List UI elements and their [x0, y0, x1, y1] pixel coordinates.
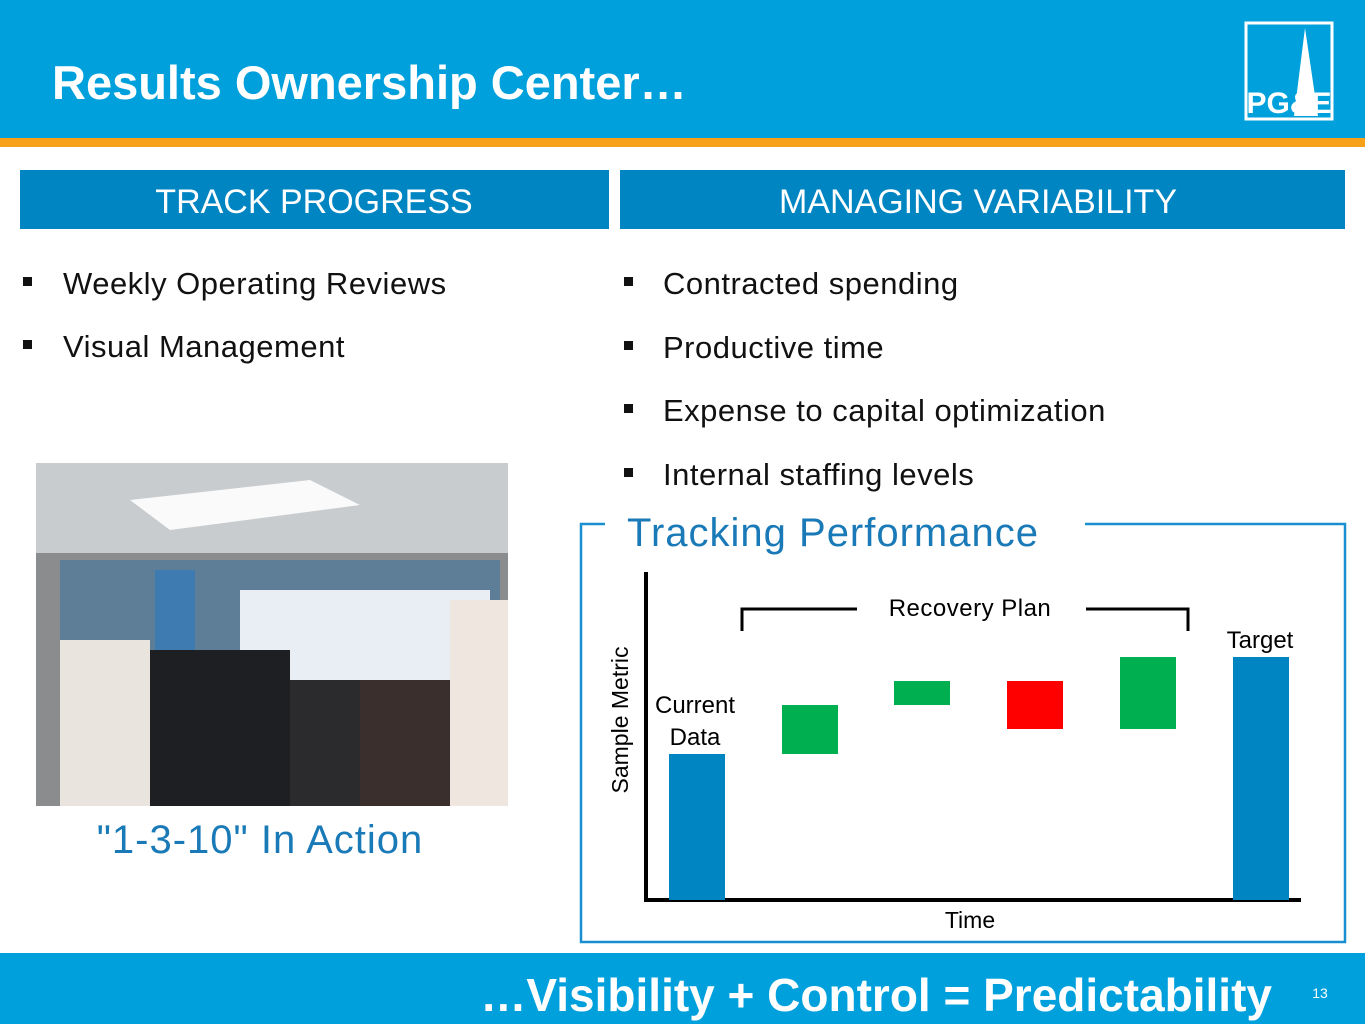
- photo: [36, 463, 508, 806]
- end-bar: [1233, 657, 1289, 900]
- start-bar: [669, 754, 725, 900]
- step-up: [894, 681, 950, 705]
- logo: PG&E: [1244, 21, 1334, 121]
- diagram-title: Tracking Performance: [627, 511, 1039, 555]
- bullet-marker: [624, 341, 633, 350]
- start-label: Current Data: [654, 692, 736, 751]
- section-heading: TRACK PROGRESS: [155, 183, 472, 221]
- photo-person: [360, 680, 460, 806]
- end-label: Target: [1227, 627, 1294, 654]
- x-axis-label: Time: [945, 907, 995, 933]
- footer-band: [0, 953, 1365, 1024]
- photo-light: [130, 480, 360, 530]
- section-header: [20, 170, 609, 229]
- bullet-text: Weekly Operating Reviews: [63, 266, 447, 301]
- logo-text: PG&E: [1246, 87, 1331, 120]
- bullet-text: Contracted spending: [663, 266, 959, 301]
- photo-person: [60, 640, 150, 806]
- section-header: [620, 170, 1345, 229]
- section-heading: MANAGING VARIABILITY: [779, 183, 1177, 221]
- y-axis-label: Sample Metric: [607, 647, 633, 794]
- bullet-text: Expense to capital optimization: [663, 393, 1106, 428]
- photo-person: [450, 600, 508, 806]
- slide-title: Results Ownership Center…: [52, 56, 687, 109]
- step-up: [1120, 657, 1176, 729]
- bracket-label: Recovery Plan: [889, 595, 1052, 622]
- logo-frame: [1244, 21, 1334, 121]
- step-down: [1007, 681, 1063, 729]
- accent-stripe: [0, 138, 1365, 147]
- bullet-text: Visual Management: [63, 329, 345, 364]
- header-band: [0, 0, 1365, 138]
- logo-tower: [1294, 28, 1318, 116]
- bracket: [740, 607, 1190, 631]
- page-number: 13: [1312, 985, 1328, 1001]
- title-backdrop: [605, 510, 1085, 540]
- bullet-marker: [23, 340, 32, 349]
- photo-person: [150, 650, 290, 806]
- bullet-text: Productive time: [663, 330, 884, 365]
- bullet-marker: [23, 277, 32, 286]
- photo-caption: "1-3-10" In Action: [97, 818, 424, 862]
- bullet-text: Internal staffing levels: [663, 457, 974, 492]
- step-up: [782, 705, 838, 754]
- bullet-marker: [624, 277, 633, 286]
- bullet-marker: [624, 404, 633, 413]
- bullet-marker: [624, 468, 633, 477]
- tagline: …Visibility + Control = Predictability: [480, 969, 1272, 1021]
